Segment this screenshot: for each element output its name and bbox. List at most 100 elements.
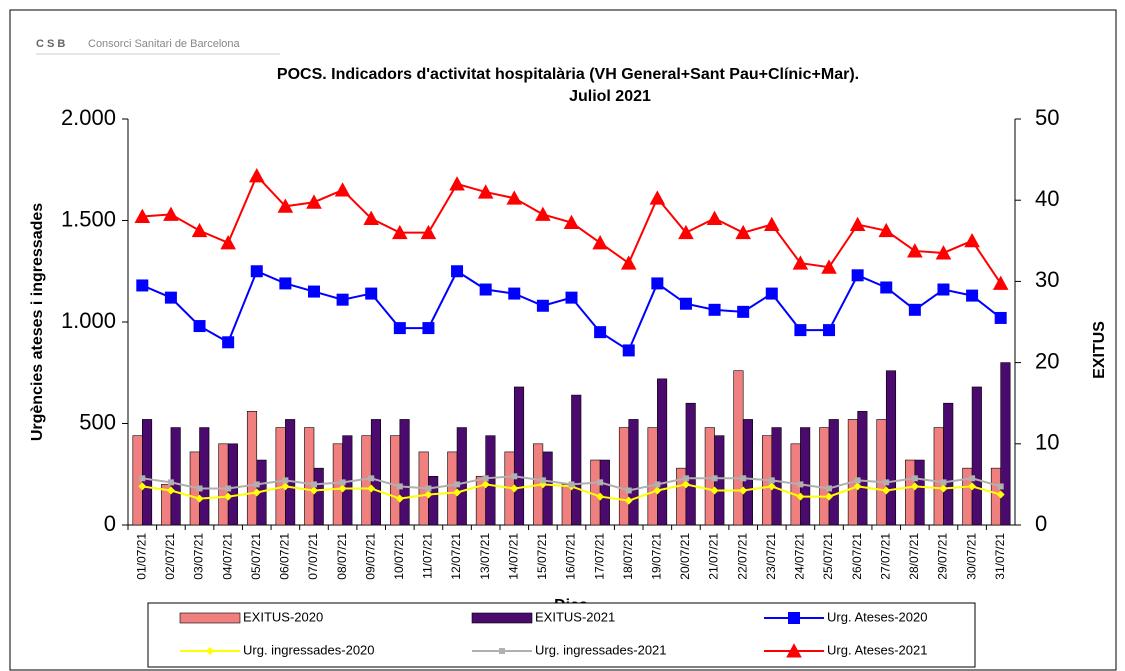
marker [763,216,780,232]
bar [370,419,382,526]
bar [657,378,668,526]
marker [453,488,462,497]
marker [996,490,1005,499]
marker [654,481,661,488]
marker [625,487,632,494]
marker [911,475,918,482]
y2-tick-label: 30 [1035,267,1059,292]
marker [365,287,378,300]
marker [853,482,862,491]
y-tick-label: 1.500 [61,206,116,231]
marker [306,194,322,209]
marker [708,303,721,316]
bar [885,370,897,526]
marker [193,320,206,333]
marker [682,475,689,482]
marker [206,647,214,655]
marker [367,484,376,493]
marker [737,305,750,318]
marker [997,483,1004,490]
marker [624,496,633,505]
x-tick-label: 23/07/21 [764,533,778,580]
marker [336,293,349,306]
bar [876,419,887,526]
marker [536,299,549,312]
bar [828,419,839,526]
marker [499,648,505,654]
marker [396,483,403,490]
marker [735,224,751,240]
x-tick-label: 02/07/21 [163,533,177,580]
marker [248,168,265,183]
marker [768,477,775,484]
marker [191,222,208,238]
bar [819,427,830,526]
marker [678,224,694,240]
y2-tick-label: 10 [1035,430,1059,455]
marker [309,486,318,495]
marker [880,281,893,294]
marker [253,481,260,488]
bar [285,419,296,526]
bar [170,427,181,526]
marker [968,482,977,491]
frame [9,9,1117,671]
bar [933,427,944,526]
marker [740,475,747,482]
marker [823,324,836,337]
marker [281,482,290,491]
logo-name: Consorci Sanitari de Barcelona [88,38,241,50]
marker [679,297,692,310]
bar [428,475,439,526]
marker [368,475,375,482]
legend-box [147,602,976,668]
bar [304,427,315,526]
marker [792,255,809,270]
bar [590,459,601,526]
marker [651,277,664,290]
legend-label: Urg. ingressades-2021 [535,642,667,657]
bar [618,427,630,526]
x-tick-label: 31/07/21 [993,533,1007,580]
y-tick-label: 1.000 [61,308,116,333]
bar [905,459,916,526]
x-tick-label: 20/07/21 [678,533,692,580]
marker [596,492,605,501]
marker [966,289,979,302]
y2-tick-label: 40 [1035,186,1059,211]
bar [943,402,954,526]
marker [994,311,1007,324]
marker [882,486,891,495]
bar [647,427,658,526]
marker [508,287,521,300]
x-tick-label: 18/07/21 [621,533,635,580]
legend-label: EXITUS-2021 [535,609,615,624]
marker [279,277,292,290]
bar [227,443,238,526]
marker [878,222,895,238]
marker [220,235,236,250]
bar [199,427,210,526]
marker [252,488,261,497]
marker [481,480,490,489]
bar [447,451,458,526]
marker [167,479,174,486]
bar [857,411,868,526]
x-tick-label: 27/07/21 [878,533,892,580]
marker [908,303,921,316]
x-tick-label: 13/07/21 [478,533,492,580]
bar [513,386,525,526]
marker [794,324,807,337]
legend-label: EXITUS-2020 [243,609,323,624]
x-tick-label: 24/07/21 [793,533,807,580]
marker [935,245,952,260]
marker [797,481,804,488]
marker [196,485,203,492]
x-tick-label: 30/07/21 [964,533,978,580]
x-tick-label: 19/07/21 [650,533,664,580]
marker [479,283,492,296]
marker [681,480,690,489]
x-tick-label: 05/07/21 [249,533,263,580]
marker [910,482,919,491]
x-tick-label: 12/07/21 [449,533,463,580]
